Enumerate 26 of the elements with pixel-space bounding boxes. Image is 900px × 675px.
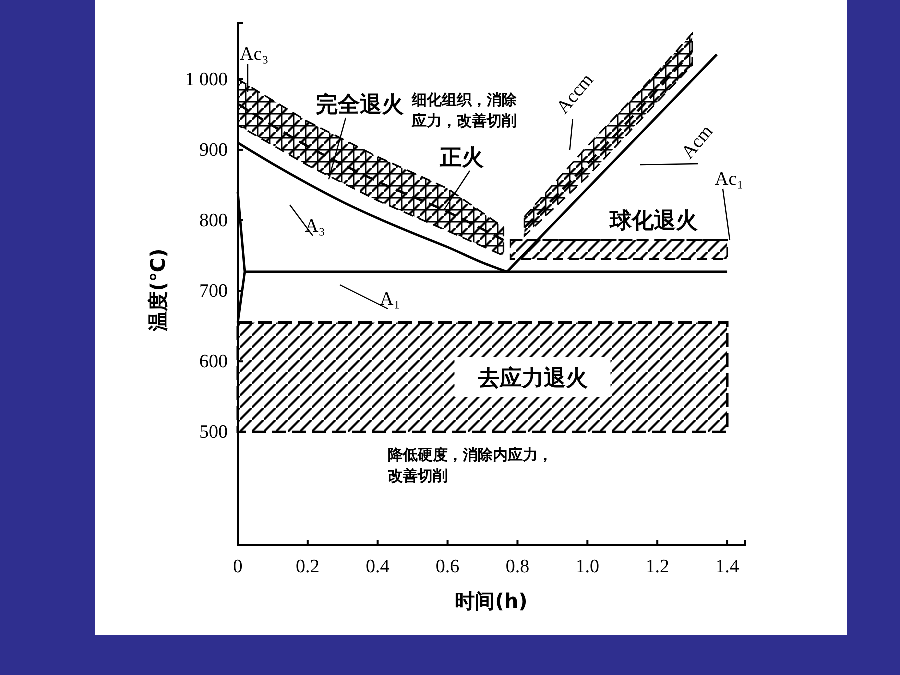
y-tick-label: 700 xyxy=(200,281,228,302)
annotation: 细化组织，消除应力，改善切削 xyxy=(411,91,518,130)
x-axis-title: 时间(h) xyxy=(455,589,528,613)
x-tick-label: 0 xyxy=(233,556,243,578)
x-tick-label: 0.2 xyxy=(296,556,320,578)
annotation: 降低硬度，消除内应力，改善切削 xyxy=(388,446,553,485)
text: Ac₁ xyxy=(715,169,744,190)
annotation: 正火 xyxy=(439,146,485,171)
text: Ac₃ xyxy=(240,44,269,65)
x-tick-label: 1.0 xyxy=(576,556,600,578)
x-tick-label: 0.4 xyxy=(366,556,390,578)
x-tick-label: 1.2 xyxy=(646,556,670,578)
y-tick-label: 900 xyxy=(200,140,228,162)
y-axis-title: 温度(℃) xyxy=(146,248,170,332)
x-tick-label: 0.6 xyxy=(436,556,460,578)
y-tick-label: 1 000 xyxy=(185,70,228,91)
y-tick-label: 800 xyxy=(200,210,228,232)
annotation: 球化退火 xyxy=(609,209,699,234)
band-label: 去应力退火 xyxy=(476,365,589,392)
series-label: A₁ xyxy=(380,289,400,310)
y-tick-label: 500 xyxy=(200,422,228,444)
x-tick-label: 1.4 xyxy=(716,556,740,578)
series-label: A₃ xyxy=(305,216,326,237)
annotation: 完全退火 xyxy=(316,92,405,118)
y-tick-label: 600 xyxy=(200,352,228,373)
x-tick-label: 0.8 xyxy=(506,556,530,578)
